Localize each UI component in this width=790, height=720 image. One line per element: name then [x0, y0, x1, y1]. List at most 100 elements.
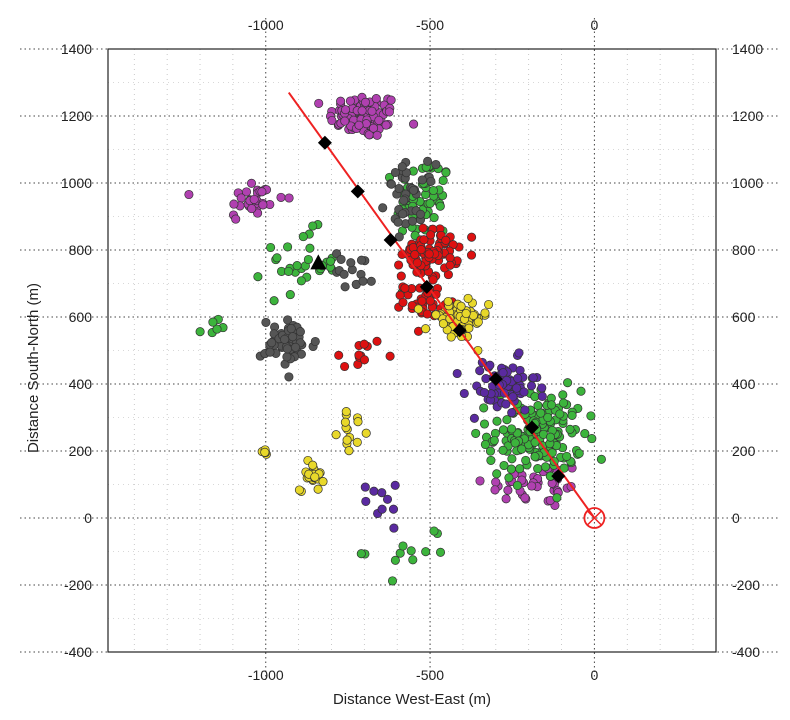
scatter-point-red — [412, 258, 422, 268]
scatter-point-gray — [295, 327, 305, 337]
scatter-point-green — [574, 448, 584, 458]
scatter-point-yellow — [340, 417, 350, 427]
scatter-point-green — [552, 493, 562, 503]
diamond-marker — [383, 232, 398, 247]
scatter-point-purple — [336, 96, 346, 106]
scatter-point-green — [421, 547, 431, 557]
scatter-point-purple — [241, 187, 252, 197]
scatter-point-green — [398, 541, 408, 551]
scatter-point-indigo — [475, 366, 485, 376]
diamond-marker — [488, 371, 503, 386]
scatter-point-purple — [501, 494, 511, 504]
scatter-point-yellow — [446, 332, 456, 342]
x-tick-label-top: -500 — [416, 17, 444, 33]
data-points — [184, 92, 606, 586]
scatter-point-gray — [261, 317, 271, 327]
y-tick-label-left: 1400 — [61, 41, 92, 57]
scatter-point-yellow — [413, 304, 424, 314]
scatter-point-green — [298, 232, 308, 242]
scatter-point-purple — [490, 485, 500, 495]
scatter-point-indigo — [537, 391, 547, 401]
scatter-point-red — [398, 297, 408, 307]
y-tick-label-right: 1400 — [732, 41, 763, 57]
scatter-point-yellow — [318, 477, 328, 487]
scatter-point-red — [419, 235, 429, 245]
scatter-point-purple — [357, 106, 367, 116]
scatter-point-green — [489, 435, 499, 446]
scatter-point-green — [212, 324, 222, 334]
scatter-point-yellow — [308, 460, 318, 470]
scatter-point-green — [272, 253, 282, 263]
scatter-point-green — [507, 454, 517, 464]
scatter-point-gray — [288, 332, 298, 342]
scatter-point-green — [596, 454, 606, 464]
scatter-point-purple — [354, 120, 364, 130]
scatter-point-green — [540, 462, 551, 472]
y-tick-label-right: 1200 — [732, 108, 763, 124]
trend-overlay — [287, 91, 606, 529]
y-tick-label-left: -200 — [64, 577, 92, 593]
scatter-point-gray — [282, 344, 292, 354]
scatter-point-yellow — [431, 310, 441, 320]
plot-border — [107, 48, 717, 653]
scatter-point-red — [396, 271, 406, 281]
scatter-point-red — [340, 361, 350, 372]
trend-line — [287, 91, 596, 519]
scatter-point-purple — [340, 105, 351, 115]
scatter-point-gray — [290, 342, 301, 352]
y-tick-label-left: 1200 — [61, 108, 92, 124]
scatter-point-purple — [184, 189, 194, 200]
scatter-point-red — [359, 339, 369, 349]
scatter-point-red — [467, 232, 477, 242]
scatter-point-red — [394, 260, 404, 270]
scatter-point-red — [422, 309, 432, 319]
scatter-point-indigo — [513, 373, 523, 383]
scatter-point-yellow — [344, 446, 354, 456]
scatter-point-purple — [368, 123, 379, 133]
scatter-point-yellow — [331, 430, 341, 440]
scatter-point-red — [424, 249, 434, 259]
scatter-point-green — [428, 185, 438, 196]
x-tick-label-top: 0 — [591, 17, 599, 33]
scatter-point-purple — [374, 115, 384, 125]
y-tick-label-right: -400 — [732, 644, 760, 660]
scatter-point-purple — [345, 96, 355, 106]
scatter-point-yellow — [438, 319, 448, 329]
y-tick-label-right: 200 — [732, 443, 756, 459]
scatter-point-gray — [394, 183, 404, 194]
scatter-point-red — [372, 336, 382, 346]
scatter-point-green — [586, 411, 596, 421]
scatter-point-purple — [384, 107, 394, 117]
scatter-point-gray — [397, 162, 407, 172]
scatter-point-green — [195, 327, 205, 337]
scatter-point-indigo — [469, 413, 479, 423]
scatter-point-indigo — [390, 480, 400, 490]
scatter-point-red — [359, 355, 370, 365]
scatter-point-green — [305, 243, 315, 253]
scatter-point-gray — [267, 338, 277, 348]
scatter-point-green — [292, 261, 302, 271]
scatter-point-indigo — [508, 392, 518, 402]
y-tick-label-right: 0 — [732, 510, 740, 526]
scatter-point-purple — [258, 200, 268, 210]
scatter-point-gray — [409, 185, 419, 195]
scatter-point-purple — [314, 98, 324, 108]
scatter-point-green — [296, 276, 306, 286]
scatter-point-gray — [356, 255, 367, 265]
scatter-point-green — [543, 412, 553, 423]
scatter-point-purple — [276, 192, 286, 202]
scatter-point-gray — [386, 179, 396, 189]
scatter-point-red — [428, 275, 438, 285]
grid-lines — [20, 18, 780, 680]
scatter-point-green — [208, 317, 218, 327]
scatter-point-purple — [381, 120, 391, 130]
scatter-point-gray — [431, 159, 441, 170]
scatter-point-green — [390, 555, 400, 565]
scatter-point-gray — [366, 276, 376, 286]
scatter-point-red — [410, 250, 420, 260]
scatter-point-gray — [399, 195, 409, 205]
scatter-point-green — [499, 460, 509, 471]
scatter-point-indigo — [361, 496, 371, 506]
scatter-point-purple — [229, 199, 239, 209]
scatter-point-gray — [426, 176, 436, 186]
